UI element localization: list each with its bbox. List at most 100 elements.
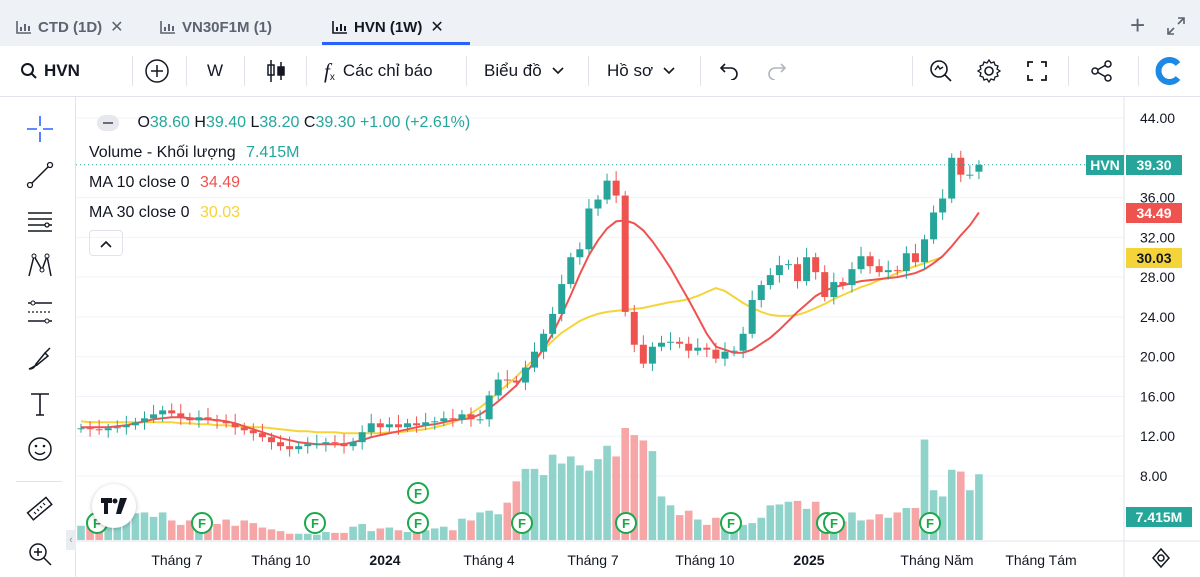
- tab-vn30f1m[interactable]: VN30F1M (1): [160, 8, 272, 46]
- trendline-tool[interactable]: [20, 155, 60, 195]
- candle-body: [140, 418, 148, 423]
- smiley-icon: [28, 437, 52, 461]
- divider: [466, 56, 467, 86]
- candle-body: [549, 313, 557, 334]
- candle-body: [521, 367, 529, 383]
- pattern-tool[interactable]: [20, 245, 60, 285]
- candle-body: [467, 414, 475, 420]
- financial-marker-label: F: [311, 516, 319, 531]
- candle-body: [893, 270, 901, 272]
- volume-bar: [104, 523, 113, 540]
- candle-body: [531, 351, 538, 368]
- volume-bar: [576, 465, 584, 540]
- candle-body: [286, 446, 294, 450]
- settings-icon[interactable]: [1151, 548, 1171, 568]
- alert-icon[interactable]: [928, 58, 954, 84]
- chart-tab-icon: [160, 21, 175, 34]
- redo-icon[interactable]: [767, 62, 787, 80]
- chart-legend: O38.60 H39.40 L38.20 C39.30 +1.00 (+2.61…: [89, 108, 470, 258]
- tv-logo-icon: [101, 498, 127, 514]
- function-icon: f: [324, 58, 330, 83]
- volume-bar: [684, 510, 693, 540]
- divider: [244, 56, 245, 86]
- price-tick-label: 32.00: [1140, 229, 1175, 245]
- volume-bar: [938, 496, 947, 540]
- volume-bar: [648, 451, 657, 540]
- volume-bar: [884, 517, 893, 540]
- symbol-search[interactable]: HVN: [20, 46, 80, 96]
- financial-marker: [407, 512, 429, 534]
- interval-button[interactable]: W: [207, 46, 223, 96]
- fib-tool[interactable]: [20, 201, 60, 241]
- volume-bar: [612, 456, 620, 540]
- candle-body: [449, 418, 457, 420]
- text-tool[interactable]: [20, 384, 60, 424]
- chart-type-dropdown[interactable]: Biểu đồ: [484, 46, 564, 96]
- tab-hvn[interactable]: HVN (1W) ✕: [332, 8, 444, 46]
- forecast-tool[interactable]: [20, 292, 60, 332]
- compare-button[interactable]: [144, 46, 170, 96]
- brush-tool[interactable]: [20, 338, 60, 378]
- search-icon: [21, 63, 37, 79]
- profile-dropdown[interactable]: Hồ sơ: [607, 46, 675, 96]
- time-tick-label: 2024: [369, 552, 400, 568]
- volume-bar: [811, 501, 820, 540]
- crosshair-tool[interactable]: [20, 109, 60, 149]
- candle-body: [131, 422, 139, 426]
- undo-icon[interactable]: [719, 62, 739, 80]
- candle-body: [766, 275, 774, 286]
- time-tick-label: Tháng 7: [151, 552, 203, 568]
- candles: [77, 150, 983, 457]
- volume-bar: [394, 530, 403, 540]
- open-label: O: [137, 114, 150, 131]
- price-tick-label: 44.00: [1140, 110, 1175, 126]
- chart-style-button[interactable]: [266, 46, 286, 96]
- volume-bar: [176, 524, 185, 540]
- close-icon[interactable]: ✕: [430, 19, 444, 36]
- volume-bar: [548, 454, 557, 540]
- close-icon[interactable]: ✕: [110, 19, 124, 36]
- gear-icon[interactable]: [976, 58, 1002, 84]
- chevron-down-icon: [663, 67, 675, 75]
- volume-bar: [140, 512, 149, 540]
- price-axis[interactable]: 44.00 36.00 32.00 28.00 24.00 20.00 16.00 12.00…: [1140, 110, 1175, 484]
- zoom-tool[interactable]: [20, 534, 60, 574]
- low-label: L: [250, 114, 260, 131]
- financial-marker-label: F: [830, 516, 838, 531]
- candle-body: [231, 423, 239, 428]
- volume-bar: [539, 475, 548, 540]
- tradingview-logo[interactable]: [92, 484, 136, 528]
- emoji-tool[interactable]: [20, 429, 60, 469]
- time-tick-label: Tháng Năm: [900, 552, 973, 568]
- expand-icon[interactable]: [1166, 16, 1186, 36]
- add-tab-icon[interactable]: +: [1130, 10, 1146, 40]
- fullscreen-icon[interactable]: [1026, 60, 1048, 82]
- measure-tool[interactable]: [20, 489, 60, 529]
- collapse-sidebar-handle[interactable]: ‹: [66, 530, 76, 550]
- tab-ctd[interactable]: CTD (1D) ✕: [16, 8, 124, 46]
- broker-logo-icon[interactable]: [1153, 55, 1185, 87]
- time-axis[interactable]: Tháng 7 Tháng 10 2024 Tháng 4 Tháng 7 Tháng 1…: [151, 552, 1076, 568]
- volume-bar: [956, 471, 965, 540]
- collapse-legend-button[interactable]: [89, 229, 123, 256]
- candle-body: [839, 282, 847, 286]
- time-tick-label: Tháng 10: [251, 552, 310, 568]
- time-tick-label: Tháng 10: [675, 552, 734, 568]
- volume-bar: [530, 468, 539, 540]
- volume-bar: [775, 504, 784, 540]
- divider: [588, 56, 589, 86]
- candle-body: [240, 427, 248, 431]
- ma30-row: MA 30 close 0 30.03: [89, 198, 470, 228]
- volume-bar: [503, 502, 512, 540]
- collapse-series-button[interactable]: [97, 114, 119, 131]
- candle-body: [485, 395, 493, 420]
- volume-bar: [285, 533, 294, 540]
- candle-body: [258, 433, 266, 438]
- volume-bar: [458, 518, 466, 540]
- share-icon[interactable]: [1090, 59, 1114, 83]
- volume-bar: [294, 533, 303, 540]
- candle-body: [213, 419, 221, 422]
- high-label: H: [194, 114, 206, 131]
